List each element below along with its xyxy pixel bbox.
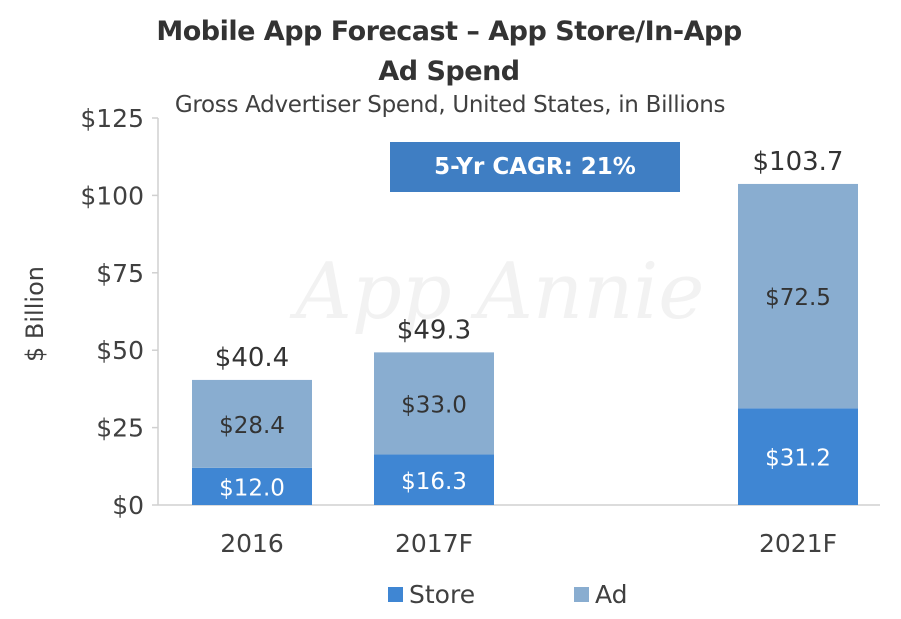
watermark: App Annie xyxy=(290,247,705,337)
y-tick-label: $125 xyxy=(80,104,144,133)
x-tick-label: 2016 xyxy=(220,529,284,558)
data-label-store: $31.2 xyxy=(765,446,831,472)
legend-item-ad: Ad xyxy=(574,574,628,614)
y-tick-label: $50 xyxy=(96,336,144,365)
bar-ad xyxy=(374,352,494,455)
bar-store xyxy=(192,467,312,505)
chart-title-line-1: Mobile App Forecast – App Store/In-App xyxy=(156,16,742,47)
legend-swatch-ad xyxy=(574,586,589,602)
total-label: $103.7 xyxy=(753,147,844,177)
bars xyxy=(192,183,858,505)
bar-store xyxy=(374,454,494,505)
legend-label-ad: Ad xyxy=(595,579,628,609)
total-label: $40.4 xyxy=(215,343,289,373)
bar-ad xyxy=(192,379,312,468)
legend-label-store: Store xyxy=(409,579,476,609)
y-tick-label: $75 xyxy=(96,259,144,288)
y-axis-label: $ Billion xyxy=(21,266,49,362)
y-tick-label: $100 xyxy=(80,181,144,210)
chart-title: Mobile App Forecast – App Store/In-App A… xyxy=(0,12,901,92)
bar-labels: $12.0 $28.4 $40.4 2016 $16.3 $33.0 $49.3 2017F $… xyxy=(215,147,844,558)
y-tick-label: $0 xyxy=(112,491,144,520)
data-label-ad: $72.5 xyxy=(765,285,831,311)
data-label-ad: $33.0 xyxy=(401,392,467,418)
cagr-annotation: 5-Yr CAGR: 21% xyxy=(390,142,680,192)
legend-swatch-store xyxy=(388,586,403,602)
total-label: $49.3 xyxy=(397,315,471,345)
cagr-annotation-text: 5-Yr CAGR: 21% xyxy=(434,154,636,180)
bar-store xyxy=(738,408,858,505)
data-label-ad: $28.4 xyxy=(219,413,285,439)
chart-subtitle-text: Gross Advertiser Spend, United States, i… xyxy=(174,92,726,118)
x-tick-label: 2017F xyxy=(395,529,473,558)
x-tick-label: 2021F xyxy=(759,529,837,558)
chart-subtitle: Gross Advertiser Spend, United States, i… xyxy=(0,92,901,118)
chart-title-line-2: Ad Spend xyxy=(378,56,520,87)
y-tick-label: $25 xyxy=(96,414,144,443)
data-label-store: $12.0 xyxy=(219,475,285,501)
legend-item-store: Store xyxy=(388,574,475,614)
bar-ad xyxy=(738,183,858,409)
data-label-store: $16.3 xyxy=(401,469,467,495)
